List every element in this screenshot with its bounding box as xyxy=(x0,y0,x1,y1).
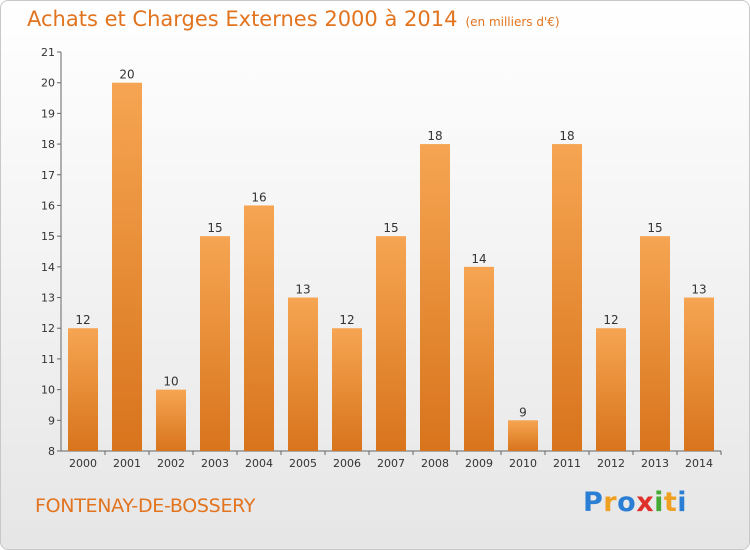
bar-2009 xyxy=(464,266,494,451)
chart-title-text: Achats et Charges Externes 2000 à 2014 xyxy=(27,7,458,31)
y-tick-label: 12 xyxy=(41,322,55,335)
bar-2007 xyxy=(376,236,406,451)
x-tick-label-2006: 2006 xyxy=(333,457,361,470)
y-tick-label: 16 xyxy=(41,199,55,212)
bar-2008 xyxy=(420,144,450,452)
y-tick-label: 10 xyxy=(41,384,55,397)
value-label-2010: 9 xyxy=(519,405,527,419)
bar-2001 xyxy=(112,82,142,451)
chart-title: Achats et Charges Externes 2000 à 2014 (e… xyxy=(27,7,560,31)
x-tick-label-2002: 2002 xyxy=(157,457,185,470)
logo-letter: P xyxy=(583,487,604,518)
logo-letter: x xyxy=(636,487,655,518)
x-tick-label-2007: 2007 xyxy=(377,457,405,470)
bar-2011 xyxy=(552,144,582,452)
logo-letter: r xyxy=(603,487,618,518)
bar-2005 xyxy=(288,297,318,451)
x-tick-label-2009: 2009 xyxy=(465,457,493,470)
y-tick-label: 20 xyxy=(41,77,55,90)
value-label-2005: 13 xyxy=(295,283,310,297)
y-tick-label: 18 xyxy=(41,138,55,151)
x-tick-label-2014: 2014 xyxy=(685,457,713,470)
logo-letter: t xyxy=(663,487,678,518)
y-tick-label: 11 xyxy=(41,353,55,366)
bar-2002 xyxy=(156,389,186,451)
chart-unit: (en milliers d'€) xyxy=(465,15,560,29)
value-label-2001: 20 xyxy=(119,68,134,82)
y-tick-label: 13 xyxy=(41,292,55,305)
y-tick-label: 17 xyxy=(41,169,55,182)
x-tick-label-2003: 2003 xyxy=(201,457,229,470)
bar-2012 xyxy=(596,328,626,451)
value-label-2008: 18 xyxy=(427,129,442,143)
y-tick-label: 8 xyxy=(48,445,55,458)
x-tick-label-2013: 2013 xyxy=(641,457,669,470)
bar-2013 xyxy=(640,236,670,451)
value-label-2011: 18 xyxy=(559,129,574,143)
value-label-2002: 10 xyxy=(163,375,178,389)
x-tick-label-2001: 2001 xyxy=(113,457,141,470)
x-tick-label-2004: 2004 xyxy=(245,457,273,470)
bar-2000 xyxy=(68,328,98,451)
value-label-2003: 15 xyxy=(207,221,222,235)
x-tick-label-2005: 2005 xyxy=(289,457,317,470)
value-label-2009: 14 xyxy=(471,252,486,266)
bars xyxy=(68,82,714,452)
y-tick-label: 21 xyxy=(41,46,55,59)
logo-letter: i xyxy=(654,487,664,518)
y-tick-label: 19 xyxy=(41,107,55,120)
value-label-2004: 16 xyxy=(251,190,266,204)
data-labels: 12 20 10 15 16 13 12 15 18 14 9 18 12 15 13 xyxy=(75,68,706,420)
value-label-2007: 15 xyxy=(383,221,398,235)
value-label-2014: 13 xyxy=(691,283,706,297)
y-tick-label: 14 xyxy=(41,261,55,274)
x-tick-label-2000: 2000 xyxy=(69,457,97,470)
bar-2003 xyxy=(200,236,230,451)
x-tick-label-2008: 2008 xyxy=(421,457,449,470)
bar-2014 xyxy=(684,297,714,451)
commune-name: FONTENAY-DE-BOSSERY xyxy=(35,495,256,517)
value-label-2012: 12 xyxy=(603,313,618,327)
logo-letter: i xyxy=(677,487,688,518)
bar-2010 xyxy=(508,420,538,451)
x-tick-label-2012: 2012 xyxy=(597,457,625,470)
value-label-2006: 12 xyxy=(339,313,354,327)
y-tick-label: 9 xyxy=(48,414,55,427)
proxiti-logo: Proxiti xyxy=(583,487,687,518)
value-label-2013: 15 xyxy=(647,221,662,235)
y-tick-label: 15 xyxy=(41,230,55,243)
x-tick-label-2011: 2011 xyxy=(553,457,581,470)
axes: 8 9 10 11 12 13 14 15 16 17 18 19 20 21 2000 2001 2002 20… xyxy=(41,46,722,470)
bar-2006 xyxy=(332,328,362,451)
logo-letter: o xyxy=(617,487,637,518)
value-label-2000: 12 xyxy=(75,313,90,327)
x-tick-label-2010: 2010 xyxy=(509,457,537,470)
bar-2004 xyxy=(244,205,274,451)
